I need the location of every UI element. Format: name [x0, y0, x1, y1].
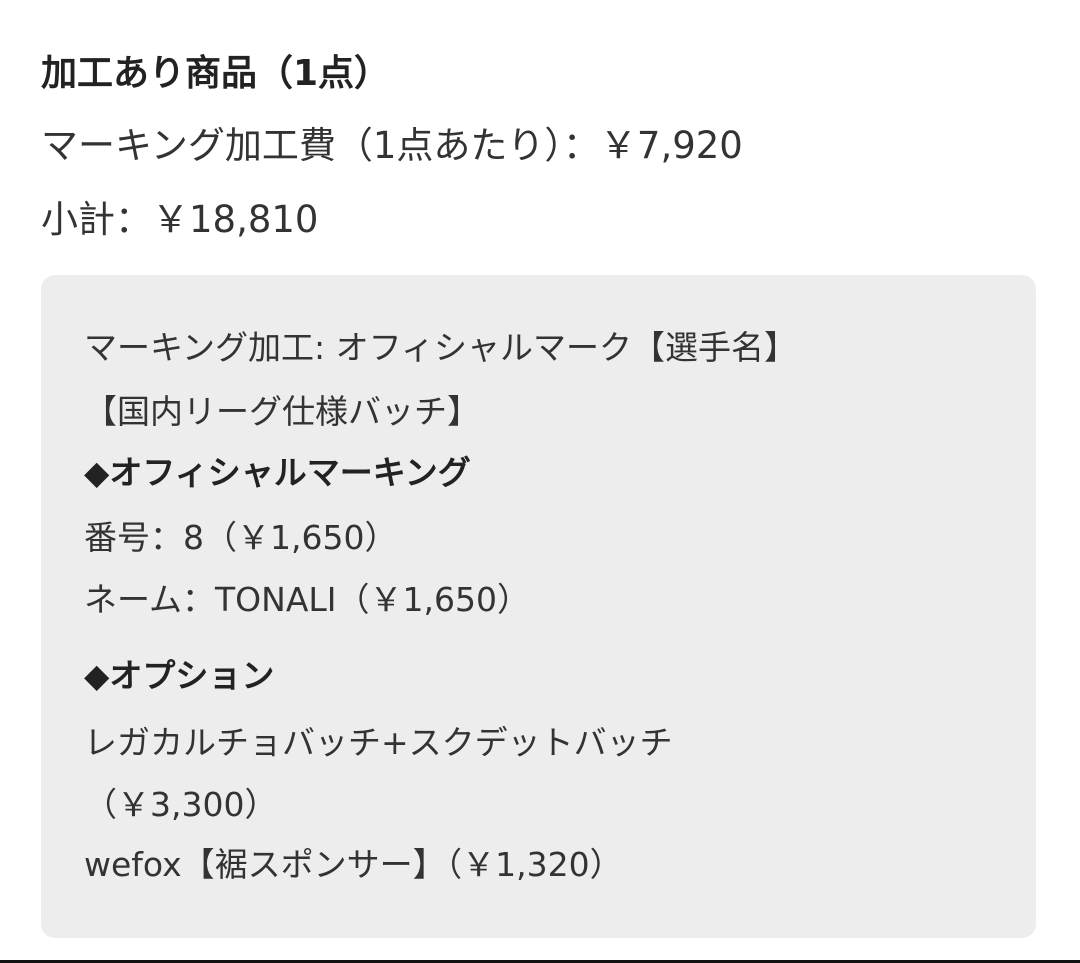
marking-details-box: マーキング加工: オフィシャルマーク【選手名】 【国内リーグ仕様バッチ】 ◆オフ…	[41, 275, 1036, 938]
marking-type-cont: 【国内リーグ仕様バッチ】	[84, 392, 480, 431]
option-badges-price: （￥3,300）	[84, 785, 278, 824]
subtotal: 小計：￥18,810	[41, 198, 319, 241]
name-line: ネーム：TONALI（￥1,650）	[84, 580, 530, 619]
number-line: 番号：8（￥1,650）	[84, 518, 398, 557]
official-marking-heading: ◆オフィシャルマーキング	[84, 453, 471, 492]
option-badges: レガカルチョバッチ+スクデットバッチ	[84, 723, 673, 762]
marking-fee: マーキング加工費（1点あたり）：￥7,920	[41, 124, 743, 167]
options-heading: ◆オプション	[84, 656, 275, 695]
marking-type: マーキング加工: オフィシャルマーク【選手名】	[84, 328, 797, 367]
divider	[0, 960, 1080, 963]
section-title: 加工あり商品（1点）	[41, 53, 391, 94]
option-sponsor: wefox【裾スポンサー】（￥1,320）	[84, 845, 623, 884]
